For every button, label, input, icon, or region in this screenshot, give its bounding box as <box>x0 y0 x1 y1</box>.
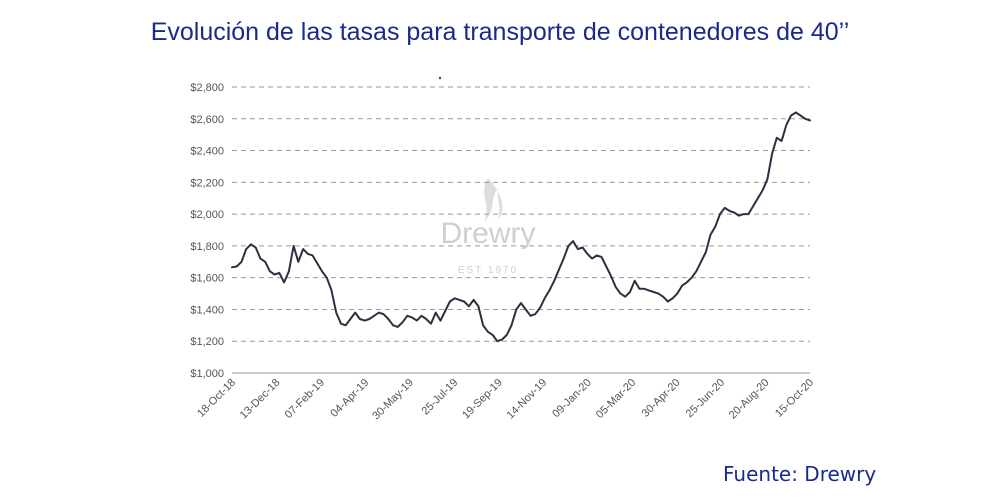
y-tick-label: $1,000 <box>190 368 224 380</box>
grid-lines <box>232 86 810 342</box>
x-tick-label: 18-Oct-18 <box>195 377 238 420</box>
x-tick-label: 09-Jan-20 <box>550 377 594 421</box>
source-label: Fuente: Drewry <box>723 462 877 486</box>
y-tick-label: $1,800 <box>190 241 224 253</box>
line-chart: Drewry EST 1970 $1,000 $1,200 $1,400 $1,600… <box>190 76 816 423</box>
x-tick-label: 14-Nov-19 <box>505 377 550 422</box>
y-tick-label: $2,800 <box>190 82 224 94</box>
x-tick: 07-Feb-19 <box>283 377 327 421</box>
y-tick-label: $2,200 <box>190 177 224 189</box>
y-tick-label: $2,000 <box>190 209 224 221</box>
x-tick: 30-May-19 <box>370 377 416 423</box>
series-line <box>231 111 811 343</box>
x-tick-label: 30-Apr-20 <box>640 377 683 420</box>
x-axis: 18-Oct-18 13-Dec-18 07-Feb-19 04-Apr-1930-M… <box>195 377 816 423</box>
watermark-brand: Drewry <box>441 217 536 250</box>
x-tick-label: 05-Mar-20 <box>594 377 638 421</box>
x-tick: 30-Apr-20 <box>640 377 683 420</box>
y-axis: $1,000 $1,200 $1,400 $1,600 $1,800 $2,000 $2,2… <box>190 82 224 380</box>
y-tick-label: $1,600 <box>190 273 224 285</box>
stray-dot <box>438 76 442 80</box>
flame-icon <box>484 178 503 222</box>
series-group <box>231 111 811 343</box>
x-tick-label: 13-Dec-18 <box>238 377 283 422</box>
x-tick-label: 19-Sep-19 <box>460 377 505 422</box>
y-tick-label: $2,600 <box>190 114 224 126</box>
x-tick: 09-Jan-20 <box>550 377 594 421</box>
x-tick-label: 04-Apr-19 <box>328 377 371 420</box>
x-tick-label: 20-Aug-20 <box>727 377 772 422</box>
x-tick: 19-Sep-19 <box>460 377 505 422</box>
x-tick: 14-Nov-19 <box>505 377 550 422</box>
x-tick: 20-Aug-20 <box>727 377 772 422</box>
x-tick: 15-Oct-20 <box>773 377 816 420</box>
x-tick-label: 25-Jun-20 <box>684 377 728 421</box>
watermark-est: EST 1970 <box>458 265 518 276</box>
x-tick: 13-Dec-18 <box>238 377 283 422</box>
x-tick-label: 30-May-19 <box>370 377 416 423</box>
x-tick-label: 07-Feb-19 <box>283 377 327 421</box>
drewry-watermark: Drewry EST 1970 <box>441 178 536 276</box>
x-tick-label: 25-Jul-19 <box>420 377 461 418</box>
x-tick: 25-Jul-19 <box>420 377 461 418</box>
x-tick: 04-Apr-19 <box>328 377 371 420</box>
y-tick-label: $1,200 <box>190 336 224 348</box>
chart-title: Evolución de las tasas para transporte d… <box>150 18 850 46</box>
y-tick-label: $2,400 <box>190 146 224 158</box>
x-tick: 18-Oct-18 <box>195 377 238 420</box>
x-tick: 25-Jun-20 <box>684 377 728 421</box>
x-tick-label: 15-Oct-20 <box>773 377 816 420</box>
x-tick: 05-Mar-20 <box>594 377 638 421</box>
y-tick-label: $1,400 <box>190 304 224 316</box>
